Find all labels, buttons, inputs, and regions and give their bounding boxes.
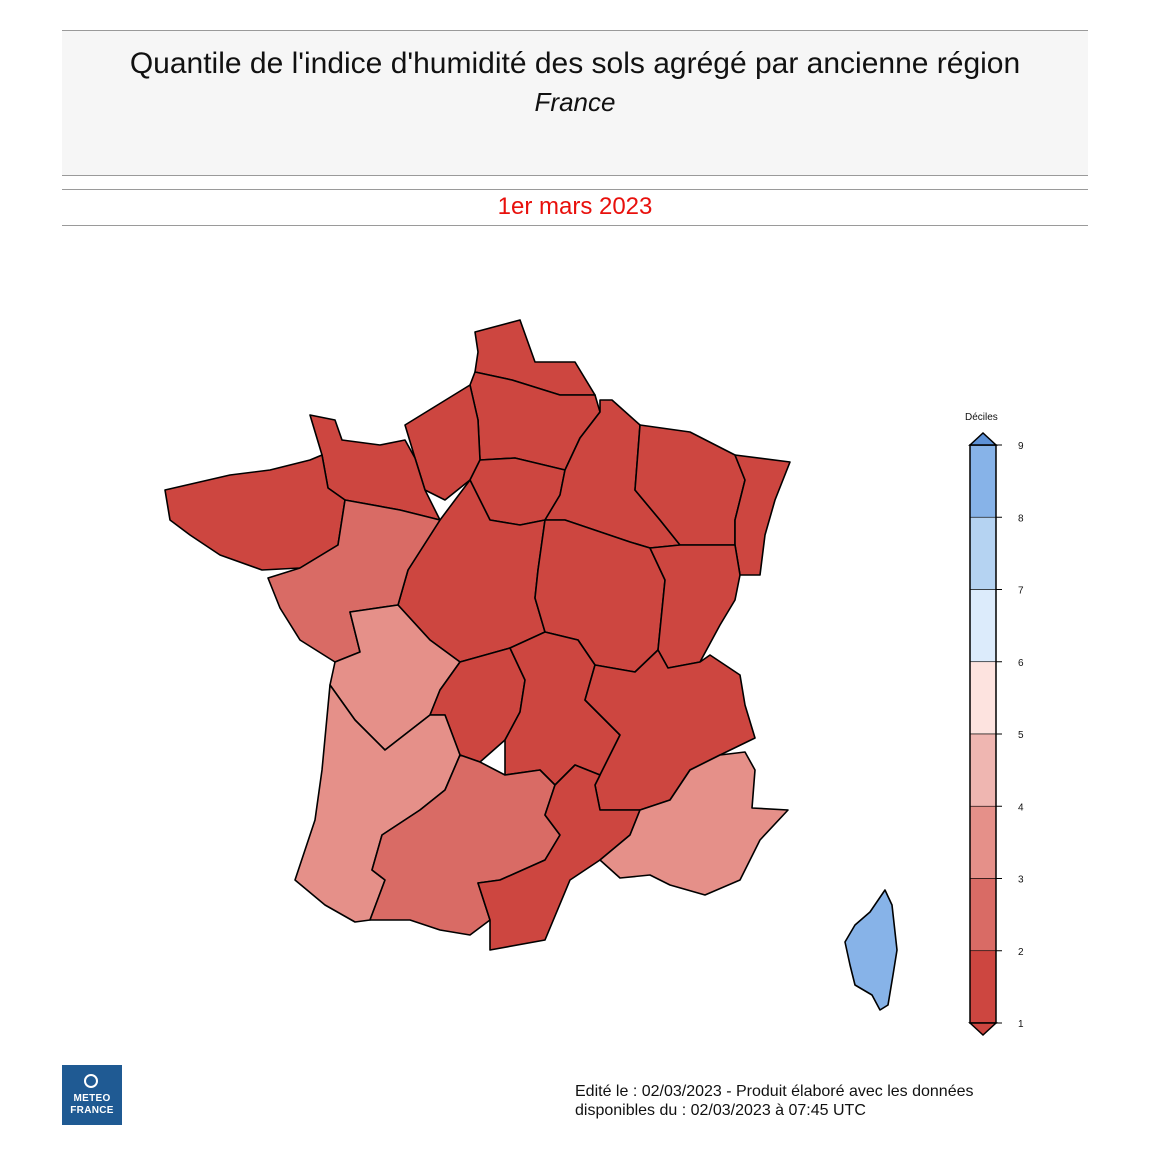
title-panel: Quantile de l'indice d'humidité des sols…: [62, 30, 1088, 176]
legend-arrow-top: [968, 431, 998, 446]
legend-tick-label: 2: [1018, 947, 1024, 958]
legend-title: Déciles: [965, 412, 998, 423]
logo-emblem-icon: [84, 1074, 98, 1088]
legend-tick-label: 6: [1018, 658, 1024, 669]
legend-tick-label: 5: [1018, 730, 1024, 741]
legend-arrow-bottom: [968, 1022, 998, 1037]
legend-tick-label: 7: [1018, 586, 1024, 597]
colorbar-legend: Déciles 9 8 7 6 5 4 3 2 1: [965, 412, 1024, 1037]
regions-layer: [164, 319, 898, 1011]
legend-color-box: [969, 950, 997, 1024]
legend-color-box: [969, 733, 997, 807]
region-languedoc-roussillon: [477, 764, 641, 951]
meteo-france-logo: METEO FRANCE: [62, 1065, 122, 1125]
map-subtitle: France: [534, 87, 616, 117]
legend-color-box: [969, 444, 997, 518]
legend-color-box: [969, 516, 997, 590]
legend-color-box: [969, 805, 997, 879]
footer-line1: Edité le : 02/03/2023 - Produit élaboré …: [575, 1083, 974, 1100]
legend-color-box: [969, 589, 997, 663]
legend-color-box: [969, 661, 997, 735]
legend-tick-label: 4: [1018, 802, 1024, 813]
legend-tick-label: 1: [1018, 1019, 1024, 1030]
date-panel: 1er mars 2023: [62, 189, 1088, 226]
region-corse: [844, 889, 898, 1011]
logo-text-line1: METEO: [73, 1093, 111, 1104]
region-alsace: [734, 454, 791, 576]
region-bretagne: [164, 454, 346, 571]
region-paca: [599, 751, 789, 896]
legend-tick-label: 8: [1018, 513, 1024, 524]
legend-tick-label: 3: [1018, 875, 1024, 886]
logo-text-line2: FRANCE: [70, 1105, 114, 1116]
legend-color-box: [969, 878, 997, 952]
map-title: Quantile de l'indice d'humidité des sols…: [129, 47, 1021, 80]
footer-line2: disponibles du : 02/03/2023 à 07:45 UTC: [575, 1102, 866, 1119]
footer-credits: Edité le : 02/03/2023 - Produit élaboré …: [575, 1082, 1055, 1120]
map-date: 1er mars 2023: [497, 193, 653, 220]
region-franche-comte: [649, 544, 741, 669]
legend-tick-label: 9: [1018, 441, 1024, 452]
